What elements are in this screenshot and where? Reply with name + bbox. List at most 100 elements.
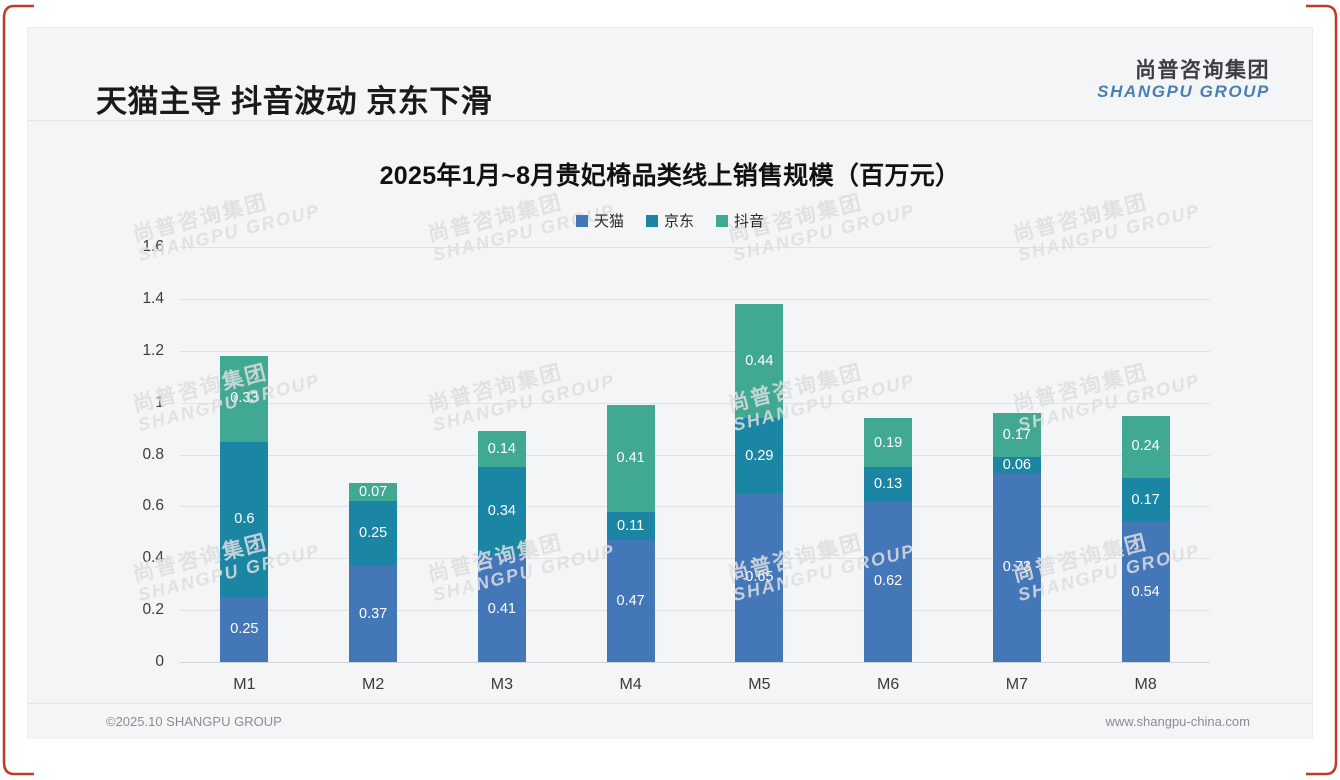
bar-value-label: 0.44 xyxy=(745,352,774,369)
slide-header: 天猫主导 抖音波动 京东下滑 尚普咨询集团 SHANGPU GROUP xyxy=(28,28,1312,121)
bar-value-label: 0.54 xyxy=(1131,583,1160,600)
bar-value-label: 0.29 xyxy=(745,447,774,464)
y-axis-tick-label: 1.6 xyxy=(142,238,164,255)
bar-column-M8: 0.54 0.17 0.24 xyxy=(1081,247,1210,662)
bar-column-M1: 0.25 0.6 0.33 xyxy=(180,247,309,662)
gridline xyxy=(180,610,1210,612)
bar-stack: 0.25 0.6 0.33 xyxy=(220,355,269,662)
bar-segment-天猫[interactable]: 0.41 xyxy=(477,555,526,662)
bar-segment-天猫[interactable]: 0.65 xyxy=(735,493,784,662)
bar-value-label: 0.07 xyxy=(359,483,388,500)
legend-label: 抖音 xyxy=(734,213,765,230)
gridline xyxy=(180,247,1210,248)
bar-value-label: 0.19 xyxy=(874,434,903,451)
bar-segment-抖音[interactable]: 0.07 xyxy=(349,483,398,502)
legend-label: 京东 xyxy=(663,213,694,230)
bar-segment-天猫[interactable]: 0.37 xyxy=(349,566,398,662)
bar-value-label: 0.14 xyxy=(487,441,516,458)
brand-logo-cn: 尚普咨询集团 xyxy=(1135,59,1270,82)
bar-value-label: 0.24 xyxy=(1131,438,1160,455)
x-axis-tick-M6: M6 xyxy=(877,676,900,693)
bar-value-label: 0.25 xyxy=(230,621,259,638)
bar-segment-抖音[interactable]: 0.17 xyxy=(992,413,1041,458)
gridline xyxy=(180,402,1210,404)
bar-segment-抖音[interactable]: 0.14 xyxy=(477,431,526,468)
chart-gridlines: 1.6 1.4 1.2 1 0.8 0.6 0.4 0.2 0 xyxy=(142,238,1210,670)
x-axis-tick-M3: M3 xyxy=(490,676,513,693)
legend-item-京东[interactable]: 京东 xyxy=(645,210,694,231)
chart-legend: 天猫 京东 抖音 xyxy=(28,210,1312,231)
x-axis-tick-M4: M4 xyxy=(619,676,642,693)
bar-stack: 0.41 0.34 0.14 xyxy=(477,431,526,662)
legend-label: 天猫 xyxy=(593,213,624,230)
bar-value-label: 0.41 xyxy=(487,600,516,617)
x-axis-tick-M1: M1 xyxy=(233,676,256,693)
legend-item-天猫[interactable]: 天猫 xyxy=(575,210,624,231)
bar-segment-京东[interactable]: 0.06 xyxy=(992,457,1041,473)
bar-segment-天猫[interactable]: 0.54 xyxy=(1121,521,1170,662)
chart-bars: 0.25 0.6 0.33 0.37 0.25 0.07 0.41 0.34 0.14 0.47 0… xyxy=(180,247,1210,662)
bar-segment-抖音[interactable]: 0.44 xyxy=(735,304,784,419)
y-axis-tick-label: 0.8 xyxy=(142,445,164,463)
legend-swatch-icon xyxy=(575,214,588,227)
legend-item-抖音[interactable]: 抖音 xyxy=(716,210,764,231)
bar-segment-京东[interactable]: 0.11 xyxy=(606,511,655,541)
bar-segment-京东[interactable]: 0.6 xyxy=(220,441,269,598)
bar-value-label: 0.37 xyxy=(359,605,388,622)
brand-logo-en: SHANGPU GROUP xyxy=(1097,82,1270,102)
bar-value-label: 0.73 xyxy=(1002,559,1031,576)
y-axis-tick-label: 1.2 xyxy=(142,341,164,359)
bar-value-label: 0.11 xyxy=(617,517,645,534)
bar-segment-抖音[interactable]: 0.33 xyxy=(220,355,269,442)
y-axis-tick-label: 0.4 xyxy=(142,549,164,567)
x-axis-tick-M5: M5 xyxy=(748,676,771,693)
x-axis-tick-M8: M8 xyxy=(1134,676,1157,693)
gridline xyxy=(180,506,1210,508)
bar-value-label: 0.06 xyxy=(1002,457,1031,473)
bar-stack: 0.65 0.29 0.44 xyxy=(735,304,784,662)
bar-segment-抖音[interactable]: 0.24 xyxy=(1121,415,1170,478)
bar-value-label: 0.33 xyxy=(230,390,259,407)
chart-plot-area: 1.6 1.4 1.2 1 0.8 0.6 0.4 0.2 0 0.25 0.6 0.33 0.37 0… xyxy=(132,238,1210,693)
bar-column-M4: 0.47 0.11 0.41 xyxy=(566,247,695,662)
y-axis-tick-label: 0.2 xyxy=(142,601,164,619)
gridline xyxy=(180,558,1210,560)
bar-segment-京东[interactable]: 0.34 xyxy=(477,467,526,556)
brand-logo: 尚普咨询集团 SHANGPU GROUP xyxy=(1097,59,1270,102)
y-axis-tick-label: 0 xyxy=(155,653,164,670)
bar-segment-抖音[interactable]: 0.41 xyxy=(606,405,655,512)
bar-segment-抖音[interactable]: 0.19 xyxy=(864,418,913,468)
x-axis-tick-M2: M2 xyxy=(362,676,385,693)
bar-value-label: 0.25 xyxy=(359,525,388,542)
bar-value-label: 0.17 xyxy=(1131,491,1160,508)
bar-stack: 0.37 0.25 0.07 xyxy=(349,483,398,662)
bar-segment-京东[interactable]: 0.13 xyxy=(864,467,913,502)
chart-x-axis: M1 M2 M3 M4 M5 M6 M7 M8 xyxy=(180,662,1210,694)
bar-column-M2: 0.37 0.25 0.07 xyxy=(309,247,438,662)
bar-segment-京东[interactable]: 0.17 xyxy=(1121,477,1170,522)
footer-website: www.shangpu-china.com xyxy=(1105,714,1250,729)
chart-title: 2025年1月~8月贵妃椅品类线上销售规模（百万元） xyxy=(379,162,961,190)
bar-value-label: 0.62 xyxy=(874,573,903,590)
gridline xyxy=(180,298,1210,300)
bar-value-label: 0.47 xyxy=(616,592,645,609)
bar-segment-天猫[interactable]: 0.62 xyxy=(864,501,913,662)
bar-segment-天猫[interactable]: 0.73 xyxy=(992,472,1041,662)
bar-segment-京东[interactable]: 0.29 xyxy=(735,418,784,494)
bar-value-label: 0.6 xyxy=(234,511,255,528)
y-axis-tick-label: 0.6 xyxy=(142,497,164,515)
slide-footer: ©2025.10 SHANGPU GROUP www.shangpu-china… xyxy=(28,703,1312,739)
bar-stack: 0.62 0.13 0.19 xyxy=(864,418,913,662)
bar-stack: 0.73 0.06 0.17 xyxy=(992,413,1041,662)
bar-stack: 0.54 0.17 0.24 xyxy=(1121,415,1170,662)
bar-value-label: 0.17 xyxy=(1002,426,1031,443)
bar-segment-天猫[interactable]: 0.25 xyxy=(220,597,269,662)
bar-segment-天猫[interactable]: 0.47 xyxy=(606,540,655,662)
gridline xyxy=(180,350,1210,352)
bar-column-M5: 0.65 0.29 0.44 xyxy=(695,247,824,662)
bar-column-M7: 0.73 0.06 0.17 xyxy=(953,247,1082,662)
page-title: 天猫主导 抖音波动 京东下滑 xyxy=(96,84,493,119)
bar-segment-京东[interactable]: 0.25 xyxy=(349,501,398,567)
gridline xyxy=(180,662,1210,663)
